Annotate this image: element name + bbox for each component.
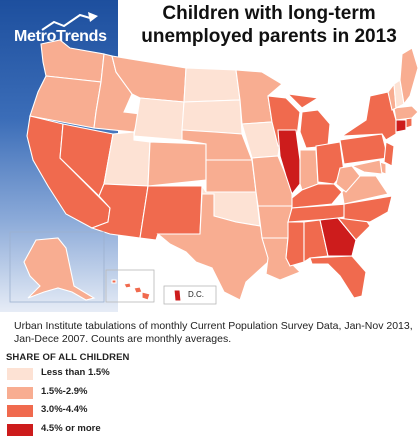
state-MS <box>285 221 305 267</box>
state-AK <box>23 237 96 301</box>
legend-swatch <box>7 386 33 399</box>
state-CO <box>147 141 207 187</box>
state-MA <box>393 105 419 121</box>
us-state-choropleth-map <box>9 39 419 305</box>
legend-item: 3.0%-4.4% <box>6 402 206 421</box>
state-WV <box>335 165 361 193</box>
state-IN <box>299 149 319 191</box>
legend-item: 1.5%-2.9% <box>6 384 206 403</box>
state-TX <box>156 193 271 301</box>
state-KY <box>291 183 343 209</box>
state-CT <box>395 119 407 133</box>
legend-label: 4.5% or more <box>41 422 101 434</box>
state-ME <box>399 47 419 106</box>
state-NC <box>337 195 393 223</box>
legend-label: 3.0%-4.4% <box>41 404 88 415</box>
state-NY <box>340 91 397 141</box>
state-PA <box>339 133 389 165</box>
state-KS <box>205 159 257 193</box>
legend-heading: SHARE OF ALL CHILDREN <box>6 352 130 363</box>
alaska-inset-frame <box>9 231 105 303</box>
state-FL <box>309 255 367 299</box>
state-GA <box>319 217 357 257</box>
hawaii-inset-frame <box>105 269 155 303</box>
state-WA <box>40 39 105 83</box>
legend: SHARE OF ALL CHILDREN Less than 1.5% 1.5… <box>6 352 206 439</box>
metrotrends-logo: MetroTrends <box>14 28 107 46</box>
state-RI <box>405 117 413 129</box>
legend-swatch <box>7 368 33 380</box>
source-note: Urban Institute tabulations of monthly C… <box>14 320 413 345</box>
dc-label: D.C. <box>188 290 204 299</box>
trend-arrow-icon <box>41 12 98 31</box>
state-AR <box>257 205 293 239</box>
state-SD <box>181 99 243 135</box>
legend-item: Less than 1.5% <box>6 365 206 384</box>
state-NJ <box>383 141 395 167</box>
state-NM <box>139 185 203 241</box>
brand-part-metro: Metro <box>14 28 57 45</box>
legend-swatch <box>7 423 33 436</box>
state-WY <box>133 97 185 141</box>
legend-swatch <box>7 405 33 417</box>
map-title: Children with long-term unemployed paren… <box>141 3 397 47</box>
state-IL <box>277 129 301 196</box>
brand-part-trends: Trends <box>56 28 107 45</box>
state-MD <box>350 159 383 175</box>
legend-item: 4.5% or more <box>6 421 206 440</box>
state-DC <box>173 289 182 302</box>
legend-label: Less than 1.5% <box>41 367 110 378</box>
legend-label: 1.5%-2.9% <box>41 385 88 397</box>
state-HI <box>111 279 151 301</box>
dc-inset-frame <box>163 285 217 305</box>
state-ND <box>183 67 241 103</box>
